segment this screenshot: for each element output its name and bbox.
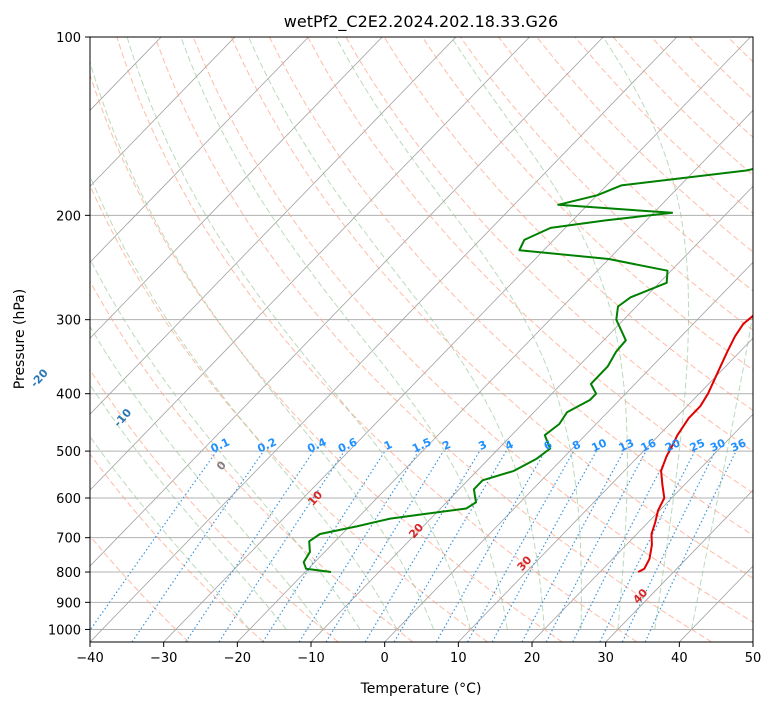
x-tick-label: 50 [745, 651, 762, 666]
mixing-ratio-line [599, 450, 696, 642]
isotherm-line [237, 109, 753, 642]
dry-adiabat-line [383, 37, 753, 411]
moist-adiabat-line [691, 310, 753, 630]
dry-adiabat-line [230, 37, 753, 579]
mixing-ratio-line [218, 450, 345, 642]
x-tick-label: 20 [524, 651, 541, 666]
plot-frame [89, 36, 754, 643]
x-tick-label: −30 [150, 651, 177, 666]
x-tick-label: 0 [381, 651, 389, 666]
mixing-ratio-label: 10 [590, 436, 610, 454]
mixing-ratio-line [325, 450, 445, 642]
grid-layer [90, 37, 753, 642]
isotherm-line [531, 413, 753, 642]
moist-adiabat-line [90, 383, 287, 630]
mixing-ratio-line [262, 450, 386, 642]
moist-adiabat-line [90, 258, 361, 630]
mixing-ratio-line [466, 450, 575, 642]
dry-adiabat-line [421, 37, 753, 371]
moist-adiabat-line [90, 435, 250, 630]
y-tick-label: 200 [56, 209, 81, 224]
mixing-ratio-line [521, 450, 625, 642]
x-tick-label: 10 [450, 651, 467, 666]
isotherm-line [90, 37, 604, 567]
dry-adiabat-line [307, 37, 753, 494]
mixing-ratio-line [90, 450, 218, 632]
y-tick-label: 700 [56, 532, 81, 547]
temperature-profile-line [637, 314, 753, 573]
series-layer [302, 167, 753, 573]
isotherm-line [310, 185, 753, 642]
y-tick-label: 600 [56, 492, 81, 507]
y-tick-label: 900 [56, 596, 81, 611]
moist-adiabat-line [90, 60, 435, 630]
moist-adiabat-line [90, 325, 324, 630]
dry-adiabat-line [192, 37, 753, 623]
dry-adiabat-line [90, 369, 339, 642]
dry-adiabat-line [90, 280, 414, 642]
dry-adiabat-line [90, 73, 563, 642]
dry-adiabat-line [90, 184, 488, 642]
y-tick-label: 500 [56, 445, 81, 460]
mixing-ratio-label: 36 [729, 436, 749, 454]
axes-layer: −40 −30 −20 −10 0 10 20 30 40 50 100 200 300 400 500 60… [48, 31, 761, 666]
moist-adiabat-line [248, 37, 545, 630]
isotherm-line [163, 37, 751, 642]
dry-adiabat-line [498, 37, 753, 292]
mixing-ratio-label: 25 [688, 436, 707, 454]
x-tick-label: 30 [597, 651, 614, 666]
mixing-ratio-line [131, 450, 265, 642]
y-tick-label: 800 [56, 566, 81, 581]
isotherm-line [90, 37, 678, 642]
x-tick-label: −40 [76, 651, 103, 666]
y-tick-label: 400 [56, 388, 81, 403]
y-tick-label: 300 [56, 314, 81, 329]
y-tick-label: 100 [56, 31, 81, 46]
dewpoint-profile-line [302, 167, 753, 573]
mixing-ratio-label: 20 [663, 436, 683, 454]
moist-adiabat-line [335, 37, 582, 630]
dry-adiabat-line [116, 37, 638, 642]
isotherm-line [458, 337, 753, 642]
x-tick-label: −20 [224, 651, 251, 666]
x-tick-label: −10 [297, 651, 324, 666]
dry-adiabat-line [269, 37, 753, 536]
moist-adiabat-line [450, 37, 628, 630]
x-tick-label: 40 [671, 651, 688, 666]
y-axis-label: Pressure (hPa) [12, 289, 28, 389]
moist-adiabat-line [126, 37, 471, 630]
isotherm-line [90, 37, 457, 415]
x-axis-label: Temperature (°C) [360, 681, 482, 697]
isotherm-line [90, 37, 236, 187]
isotherm-line [605, 489, 753, 642]
moist-adiabat-line [602, 37, 690, 630]
mixing-ratio-label: 30 [708, 436, 728, 454]
mixing-ratio-label: 16 [639, 436, 659, 454]
chart-title: wetPf2_C2E2.2024.202.18.33.G26 [284, 12, 558, 32]
mixing-ratio-line [185, 450, 314, 642]
isotherm-line [90, 37, 309, 263]
moist-adiabat-line [90, 174, 398, 630]
dry-adiabat-line [90, 535, 190, 642]
moist-adiabat-line [180, 37, 508, 630]
isotherm-line [384, 261, 753, 642]
mixing-ratio-line [491, 450, 597, 642]
mixing-ratio-label: 13 [617, 436, 636, 454]
mixing-ratio-line [572, 450, 671, 642]
isotherm-line [90, 37, 530, 491]
y-tick-label: 1000 [48, 623, 81, 638]
